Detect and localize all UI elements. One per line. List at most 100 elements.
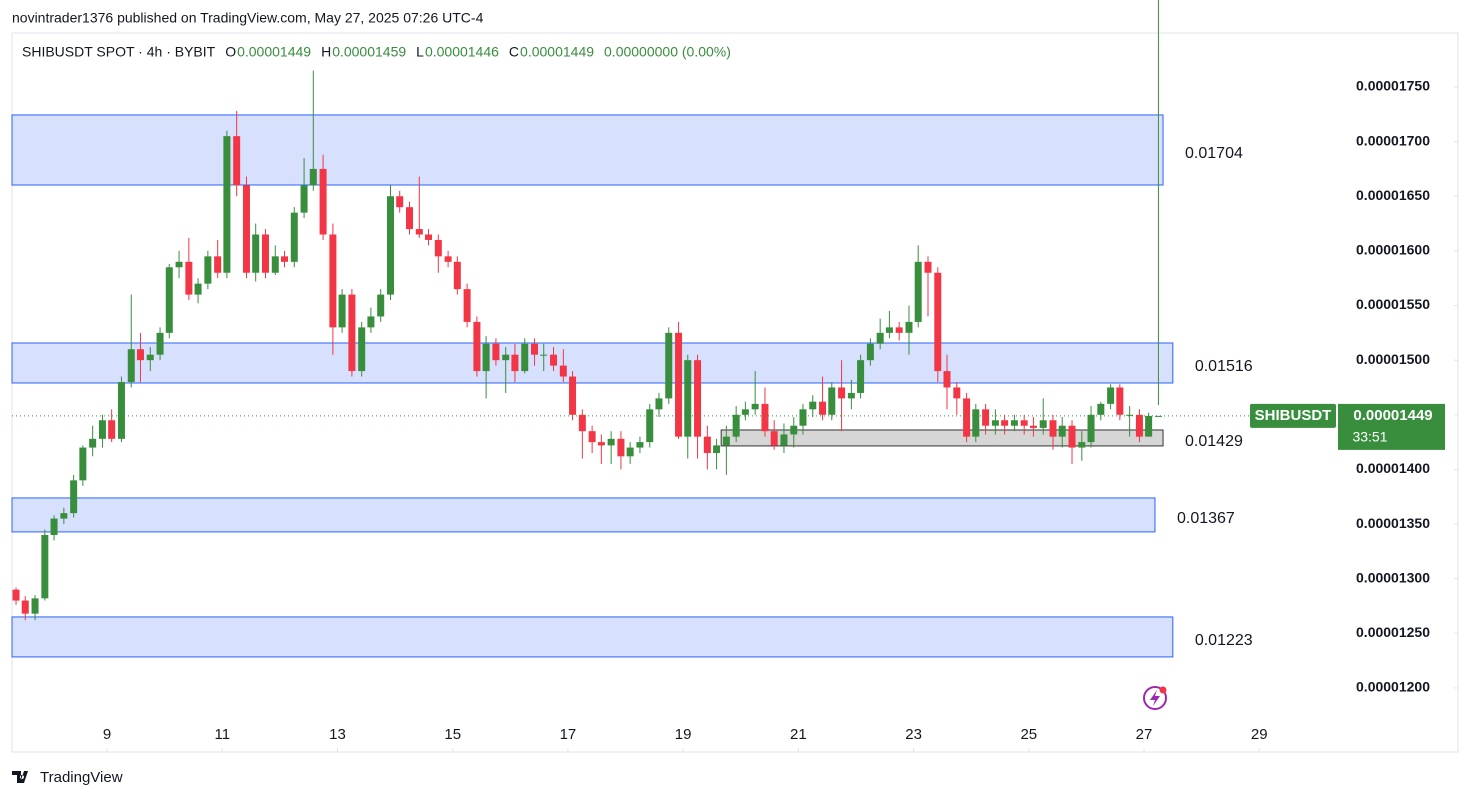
- candle-body: [358, 327, 366, 372]
- candle-body: [1020, 420, 1028, 426]
- zone-label: 0.01429: [1185, 433, 1243, 450]
- candle-body: [492, 343, 500, 361]
- candle-body: [819, 401, 827, 415]
- candle-body: [914, 261, 922, 322]
- candle-body: [41, 534, 49, 599]
- candle-body: [1049, 420, 1057, 437]
- candle-body: [367, 316, 375, 328]
- candle-body: [722, 436, 730, 446]
- candle-body: [1058, 425, 1066, 437]
- candle-body: [136, 349, 144, 361]
- candle-body: [790, 425, 798, 435]
- zone-label: 0.01367: [1177, 510, 1235, 527]
- x-tick-label: 17: [560, 726, 577, 743]
- candle-body: [60, 513, 68, 519]
- candle-body: [838, 387, 846, 399]
- candle-body: [741, 409, 749, 415]
- legend-change: 0.00000000 (0.00%): [604, 44, 731, 60]
- legend-value: 0.00001449: [520, 44, 594, 60]
- candle-body: [578, 414, 586, 432]
- candle-body: [50, 518, 58, 535]
- legend-key: C: [509, 44, 519, 60]
- candle-body: [1087, 414, 1095, 443]
- candle-body: [751, 403, 759, 410]
- candle-body: [665, 332, 673, 399]
- candle-body: [569, 376, 577, 415]
- axes: 0.00001200 0.00001250 0.00001300 0.00001350…: [12, 78, 1458, 752]
- legend-value: 0.00001449: [237, 44, 311, 60]
- candle-body: [597, 442, 605, 446]
- candle-body: [694, 360, 702, 437]
- candle-body: [1068, 425, 1076, 448]
- candle-body: [847, 392, 855, 399]
- candle-body: [531, 343, 539, 355]
- x-tick-label: 21: [790, 726, 807, 743]
- candle-body: [521, 343, 529, 372]
- candle-body: [280, 256, 288, 262]
- candle-body: [703, 436, 711, 454]
- candle-body: [770, 431, 778, 446]
- legend-value: 0.00001459: [332, 44, 406, 60]
- candle-body: [70, 480, 78, 514]
- candle-body: [117, 382, 125, 439]
- candle-body: [1116, 387, 1124, 415]
- candle-body: [761, 403, 769, 432]
- candle-body: [1001, 420, 1009, 426]
- candle-body: [165, 267, 173, 333]
- candles: [12, 0, 1162, 621]
- y-tick-label: 0.00001650: [1356, 187, 1430, 203]
- alert-icon: [1143, 686, 1167, 710]
- icon-dot: [1159, 686, 1167, 694]
- candle-body: [175, 261, 183, 268]
- countdown: 33:51: [1352, 429, 1387, 445]
- candle-body: [1126, 414, 1134, 416]
- candle-body: [1135, 414, 1143, 437]
- candle-body: [991, 420, 999, 426]
- candle-body: [329, 234, 337, 328]
- x-tick-label: 11: [214, 726, 230, 743]
- zone: [11, 616, 1174, 658]
- symbol-tag-label: SHIBUSDT: [1255, 407, 1332, 424]
- footer-logo: TradingView: [12, 769, 123, 786]
- x-tick-label: 25: [1020, 726, 1037, 743]
- candle-body: [386, 196, 394, 295]
- footer-brand: TradingView: [40, 769, 123, 786]
- candle-body: [1010, 420, 1018, 426]
- candle-body: [607, 438, 615, 446]
- zone: [11, 497, 1156, 533]
- y-tick-label: 0.00001250: [1356, 624, 1430, 640]
- header: novintrader1376 published on TradingView…: [12, 10, 484, 26]
- candle-body: [233, 136, 241, 186]
- candle-body: [98, 420, 106, 439]
- y-tick-label: 0.00001500: [1356, 351, 1430, 367]
- candle-body: [21, 600, 29, 614]
- candle-body: [473, 321, 481, 372]
- candle-body: [502, 354, 510, 361]
- candle-body: [1029, 425, 1037, 428]
- y-tick-label: 0.00001550: [1356, 296, 1430, 312]
- candle-body: [588, 431, 596, 443]
- candle-body: [108, 420, 116, 439]
- candle-body: [626, 447, 634, 457]
- candle-body: [1107, 387, 1115, 404]
- candle-body: [290, 212, 298, 262]
- zone: [11, 114, 1164, 186]
- candle-body: [636, 442, 644, 448]
- x-tick-label: 13: [329, 726, 346, 743]
- candle-body: [12, 589, 20, 601]
- x-tick-label: 19: [675, 726, 692, 743]
- candle-body: [406, 207, 414, 230]
- candle-body: [866, 343, 874, 361]
- candle-body: [271, 256, 279, 273]
- candle-body: [780, 434, 788, 446]
- candle-body: [453, 261, 461, 290]
- candle-body: [194, 283, 202, 295]
- pane-border: [11, 32, 1459, 753]
- logo-mark: [12, 771, 28, 783]
- candle-body: [857, 360, 865, 393]
- candle-body: [79, 447, 87, 481]
- candle-body: [953, 387, 961, 399]
- candle-body: [463, 289, 471, 322]
- legend-key: H: [321, 44, 331, 60]
